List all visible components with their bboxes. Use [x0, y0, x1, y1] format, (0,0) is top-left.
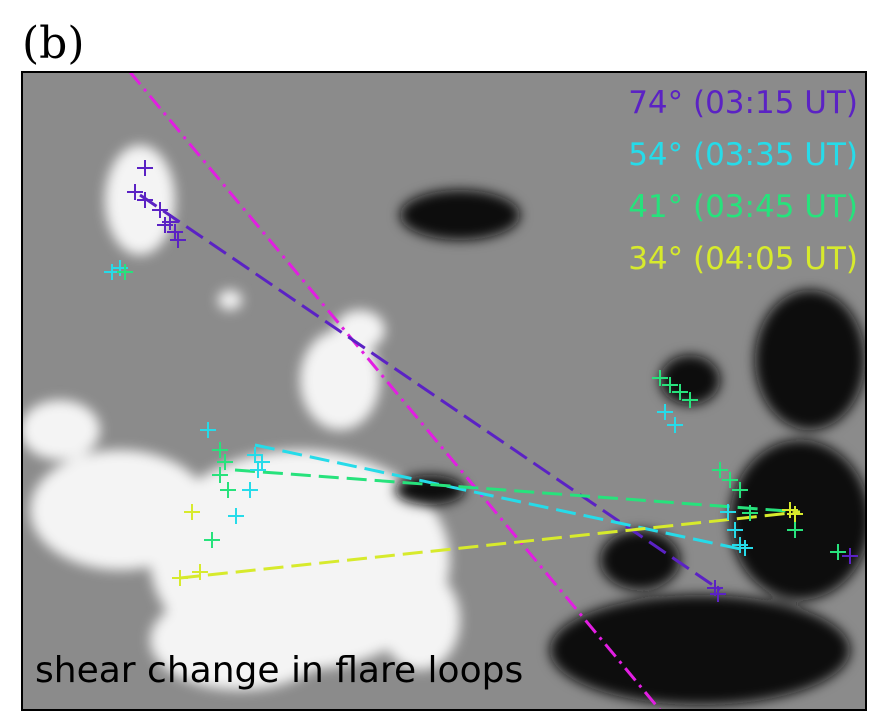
footpoint-cross: [254, 454, 270, 470]
footpoint-cross: [787, 522, 803, 538]
panel-label: (b): [22, 18, 85, 69]
footpoint-cross: [732, 482, 748, 498]
footpoint-cross: [722, 472, 738, 488]
footpoint-cross: [220, 482, 236, 498]
footpoint-cross: [710, 586, 726, 602]
footpoint-cross: [667, 417, 683, 433]
footpoint-cross: [787, 506, 803, 522]
footpoint-cross: [842, 548, 858, 564]
footpoint-cross: [152, 202, 168, 218]
footpoint-cross: [247, 447, 263, 463]
caption: shear change in flare loops: [35, 650, 523, 691]
footpoint-cross: [117, 264, 133, 280]
footpoint-cross: [657, 404, 673, 420]
footpoint-cross: [212, 467, 228, 483]
footpoint-cross: [682, 392, 698, 408]
footpoint-cross: [830, 544, 846, 560]
footpoint-cross: [652, 370, 668, 386]
legend-entry: 54° (03:35 UT): [628, 137, 858, 173]
footpoint-cross: [727, 522, 743, 538]
footpoint-cross: [712, 462, 728, 478]
footpoint-cross: [170, 232, 186, 248]
footpoint-cross: [228, 508, 244, 524]
footpoint-cross: [167, 224, 183, 240]
footpoint-cross: [217, 454, 233, 470]
footpoint-cross: [204, 532, 220, 548]
legend-entry: 74° (03:15 UT): [628, 85, 858, 121]
footpoint-cross: [192, 564, 208, 580]
footpoint-cross: [200, 422, 216, 438]
magnetogram: [22, 72, 866, 710]
legend-entry: 34° (04:05 UT): [628, 241, 858, 277]
footpoint-cross: [137, 192, 153, 208]
footpoint-cross: [737, 540, 753, 556]
legend-entry: 41° (03:45 UT): [628, 189, 858, 225]
footpoint-cross: [137, 160, 153, 176]
footpoint-cross: [212, 442, 228, 458]
footpoint-cross: [184, 504, 200, 520]
footpoint-cross: [172, 570, 188, 586]
footpoint-cross: [662, 377, 678, 393]
footpoint-cross: [127, 184, 143, 200]
footpoint-cross: [742, 505, 758, 521]
footpoint-cross: [250, 462, 266, 478]
footpoint-cross: [672, 384, 688, 400]
footpoint-cross: [242, 482, 258, 498]
footpoint-cross: [720, 504, 736, 520]
footpoint-cross: [157, 217, 173, 233]
